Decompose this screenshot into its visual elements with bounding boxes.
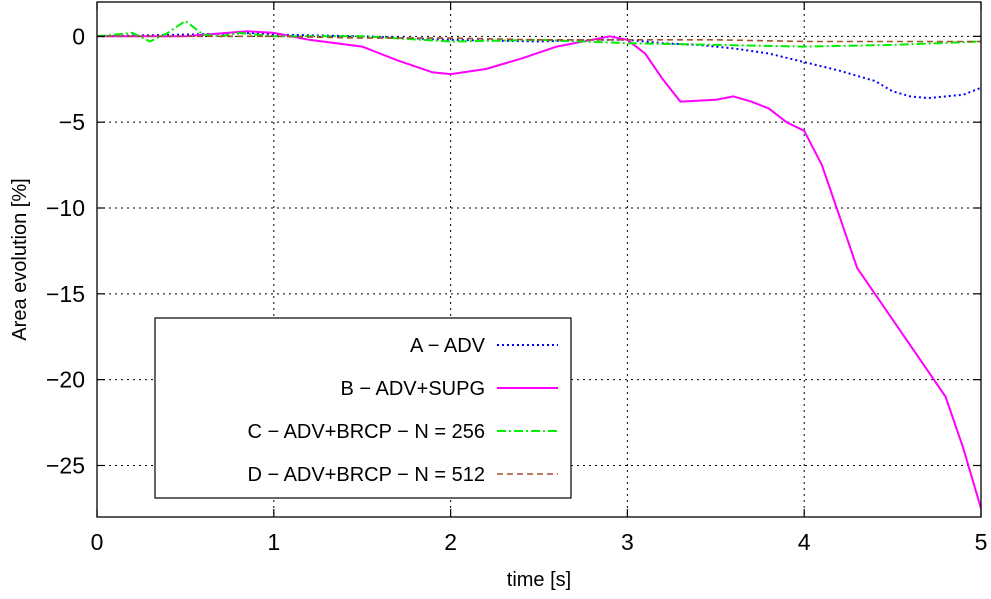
- legend-label: B − ADV+SUPG: [340, 378, 485, 400]
- plot-frame: [96, 1, 982, 518]
- x-tick-label: 5: [975, 529, 988, 555]
- x-tick-label: 0: [91, 529, 104, 555]
- series-line-d: [97, 35, 981, 43]
- axis-ticks: 0 1 2 3 4 5 0 −5 −10 −15 −20 −25: [46, 2, 987, 555]
- y-axis-label: Area evolution [%]: [9, 178, 31, 340]
- y-tick-label: −25: [46, 453, 85, 479]
- legend-label: C − ADV+BRCP − N = 256: [247, 421, 485, 443]
- y-tick-label: 0: [72, 23, 85, 49]
- series-line-a: [96, 31, 982, 100]
- grid: [97, 2, 981, 517]
- legend-label: D − ADV+BRCP − N = 512: [247, 464, 485, 486]
- legend-box: [154, 317, 572, 499]
- series-line-b: [97, 30, 982, 509]
- y-tick-label: −20: [46, 367, 85, 393]
- y-tick-label: −10: [46, 195, 85, 221]
- x-tick-label: 1: [267, 529, 280, 555]
- series-lines: [96, 19, 982, 509]
- x-tick-label: 4: [798, 529, 811, 555]
- x-tick-label: 2: [444, 529, 457, 555]
- x-tick-label: 3: [621, 529, 634, 555]
- series-line-c: [96, 19, 982, 48]
- y-tick-label: −5: [59, 109, 85, 135]
- y-tick-label: −15: [46, 281, 85, 307]
- legend-label: A − ADV: [410, 335, 486, 357]
- x-axis-label: time [s]: [507, 569, 571, 591]
- legend: A − ADV B − ADV+SUPG C − ADV+BRCP − N = 25…: [154, 317, 572, 499]
